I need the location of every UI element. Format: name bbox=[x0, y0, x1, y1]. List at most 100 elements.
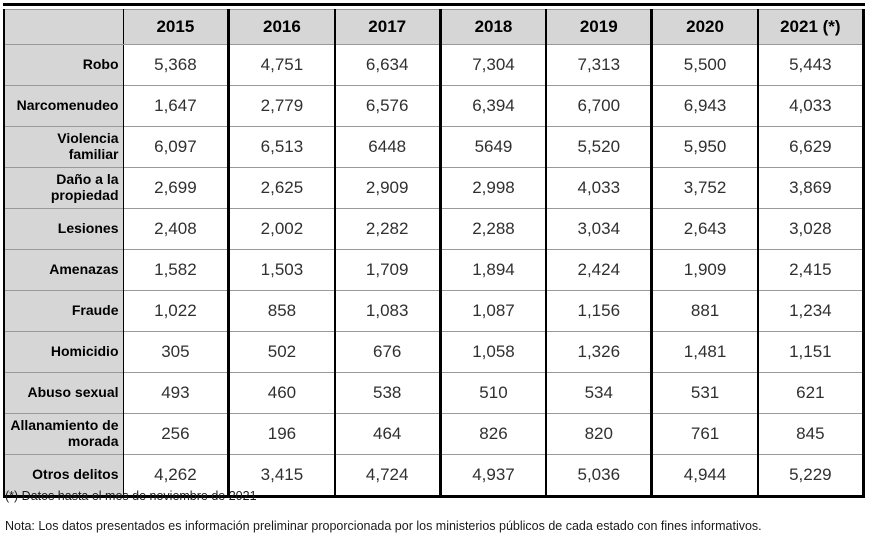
year-header: 2019 bbox=[545, 9, 652, 45]
data-cell: 4,751 bbox=[227, 44, 335, 86]
data-cell: 5,443 bbox=[756, 44, 864, 86]
nota-text: Nota: Los datos presentados es informaci… bbox=[5, 519, 762, 533]
data-cell: 4,262 bbox=[122, 454, 229, 497]
data-cell: 4,033 bbox=[545, 167, 652, 209]
data-cell: 621 bbox=[756, 372, 864, 414]
data-cell: 1,894 bbox=[438, 249, 547, 291]
row-label: Robo bbox=[4, 44, 123, 86]
table-row: Otros delitos 4,262 3,415 4,724 4,937 5,036 4,… bbox=[4, 454, 864, 497]
data-cell: 493 bbox=[122, 372, 229, 414]
data-cell: 6,700 bbox=[545, 85, 652, 127]
data-cell: 5,950 bbox=[650, 126, 758, 168]
row-label: Abuso sexual bbox=[4, 372, 123, 414]
data-cell: 2,424 bbox=[545, 249, 652, 291]
data-cell: 676 bbox=[333, 331, 441, 373]
table-row: Lesiones 2,408 2,002 2,282 2,288 3,034 2,643 3,… bbox=[4, 208, 864, 250]
data-cell: 3,034 bbox=[545, 208, 652, 250]
data-cell: 1,503 bbox=[227, 249, 335, 291]
data-cell: 534 bbox=[545, 372, 652, 414]
data-cell: 4,944 bbox=[650, 454, 758, 497]
table-row: Daño a la propiedad 2,699 2,625 2,909 2,998 4… bbox=[4, 167, 864, 209]
data-cell: 7,313 bbox=[545, 44, 652, 86]
data-cell: 1,083 bbox=[333, 290, 441, 332]
table-row: Fraude 1,022 858 1,083 1,087 1,156 881 1,234 bbox=[4, 290, 864, 332]
data-cell: 1,234 bbox=[756, 290, 864, 332]
data-cell: 6,629 bbox=[756, 126, 864, 168]
year-header: 2017 bbox=[333, 9, 441, 45]
data-cell: 761 bbox=[650, 413, 758, 455]
data-cell: 1,709 bbox=[333, 249, 441, 291]
year-header: 2016 bbox=[227, 9, 335, 45]
data-cell: 2,998 bbox=[438, 167, 547, 209]
table-top-border bbox=[3, 3, 865, 6]
data-cell: 2,643 bbox=[650, 208, 758, 250]
table-row: Amenazas 1,582 1,503 1,709 1,894 2,424 1,909 2,… bbox=[4, 249, 864, 291]
data-cell: 460 bbox=[227, 372, 335, 414]
year-header: 2018 bbox=[438, 9, 547, 45]
row-label: Allanamiento de morada bbox=[4, 413, 123, 455]
table-row: Narcomenudeo 1,647 2,779 6,576 6,394 6,700 6,9… bbox=[4, 85, 864, 127]
data-cell: 2,625 bbox=[227, 167, 335, 209]
data-cell: 1,151 bbox=[756, 331, 864, 373]
data-cell: 820 bbox=[545, 413, 652, 455]
data-cell: 5,036 bbox=[545, 454, 652, 497]
row-label: Otros delitos bbox=[4, 454, 123, 497]
table-header: 2015 2016 2017 2018 2019 2020 2021 (*) bbox=[4, 9, 864, 45]
row-label: Violencia familiar bbox=[4, 126, 123, 168]
row-label: Amenazas bbox=[4, 249, 123, 291]
data-cell: 858 bbox=[227, 290, 335, 332]
data-cell: 1,582 bbox=[122, 249, 229, 291]
data-cell: 5,229 bbox=[756, 454, 864, 497]
data-cell: 538 bbox=[333, 372, 441, 414]
row-label: Fraude bbox=[4, 290, 123, 332]
data-cell: 826 bbox=[438, 413, 547, 455]
data-cell: 1,022 bbox=[122, 290, 229, 332]
data-cell: 3,415 bbox=[227, 454, 335, 497]
row-label: Narcomenudeo bbox=[4, 85, 123, 127]
data-cell: 5,520 bbox=[545, 126, 652, 168]
data-cell: 1,058 bbox=[438, 331, 547, 373]
data-cell: 845 bbox=[756, 413, 864, 455]
data-cell: 6,634 bbox=[333, 44, 441, 86]
data-cell: 4,937 bbox=[438, 454, 547, 497]
data-cell: 6,943 bbox=[650, 85, 758, 127]
table-body: Robo 5,368 4,751 6,634 7,304 7,313 5,500 5,443 N… bbox=[4, 44, 864, 497]
data-cell: 256 bbox=[122, 413, 229, 455]
data-cell: 3,869 bbox=[756, 167, 864, 209]
crime-statistics-table: 2015 2016 2017 2018 2019 2020 2021 (*) Robo 5,3… bbox=[3, 9, 865, 498]
table-row: Robo 5,368 4,751 6,634 7,304 7,313 5,500 5,443 bbox=[4, 44, 864, 86]
data-cell: 1,909 bbox=[650, 249, 758, 291]
data-cell: 5649 bbox=[438, 126, 547, 168]
data-cell: 2,408 bbox=[122, 208, 229, 250]
data-cell: 1,647 bbox=[122, 85, 229, 127]
data-cell: 2,288 bbox=[438, 208, 547, 250]
data-cell: 1,481 bbox=[650, 331, 758, 373]
data-cell: 5,368 bbox=[122, 44, 229, 86]
table-row: Homicidio 305 502 676 1,058 1,326 1,481 1,151 bbox=[4, 331, 864, 373]
data-cell: 305 bbox=[122, 331, 229, 373]
data-cell: 3,028 bbox=[756, 208, 864, 250]
data-cell: 1,087 bbox=[438, 290, 547, 332]
row-label: Lesiones bbox=[4, 208, 123, 250]
table-row: Violencia familiar 6,097 6,513 6448 5649 5,52… bbox=[4, 126, 864, 168]
data-cell: 464 bbox=[333, 413, 441, 455]
data-cell: 2,002 bbox=[227, 208, 335, 250]
data-cell: 5,500 bbox=[650, 44, 758, 86]
data-cell: 6,394 bbox=[438, 85, 547, 127]
data-cell: 502 bbox=[227, 331, 335, 373]
year-header: 2020 bbox=[650, 9, 758, 45]
table-row: Abuso sexual 493 460 538 510 534 531 621 bbox=[4, 372, 864, 414]
row-label: Daño a la propiedad bbox=[4, 167, 123, 209]
year-header: 2015 bbox=[122, 9, 229, 45]
year-header: 2021 (*) bbox=[756, 9, 864, 45]
corner-cell bbox=[4, 9, 123, 45]
table-row: Allanamiento de morada 256 196 464 826 820 761… bbox=[4, 413, 864, 455]
data-cell: 2,779 bbox=[227, 85, 335, 127]
data-cell: 1,156 bbox=[545, 290, 652, 332]
data-cell: 6,576 bbox=[333, 85, 441, 127]
data-cell: 6,097 bbox=[122, 126, 229, 168]
data-cell: 3,752 bbox=[650, 167, 758, 209]
data-cell: 2,415 bbox=[756, 249, 864, 291]
data-cell: 4,724 bbox=[333, 454, 441, 497]
footnote-asterisk: (*) Datos hasta el mes de noviembre de 2… bbox=[5, 489, 257, 503]
